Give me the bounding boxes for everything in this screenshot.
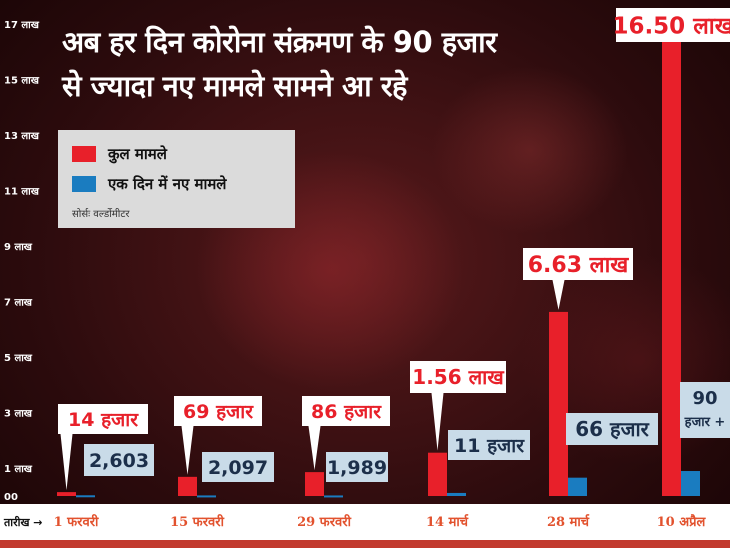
x-tick-label: 28 मार्च — [547, 514, 590, 530]
data-label-new: 90 हजार + — [680, 382, 730, 438]
x-tick-label: 14 मार्च — [426, 514, 469, 530]
bar-total — [662, 37, 681, 496]
data-label-new: 11 हजार — [448, 430, 530, 460]
label-box — [523, 248, 633, 280]
label-pointer — [431, 393, 444, 451]
bar-total — [305, 472, 324, 496]
data-label-new-text: 11 हजार — [454, 435, 525, 457]
data-label-total-text: 1.56 लाख — [412, 365, 505, 389]
y-tick-label: 13 लाख — [4, 131, 40, 142]
y-tick-label: 5 लाख — [4, 353, 33, 364]
legend-item-total: कुल मामले — [72, 142, 167, 166]
label-pointer — [552, 280, 565, 310]
y-tick-label: 11 लाख — [4, 187, 40, 198]
data-label-total-text: 69 हजार — [183, 401, 254, 423]
data-label-total: 86 हजार — [302, 396, 390, 471]
data-label-total: 6.63 लाख — [523, 248, 633, 310]
label-box — [302, 396, 390, 426]
label-pointer — [60, 434, 73, 491]
label-box — [566, 413, 658, 445]
data-label-new: 2,097 — [202, 452, 274, 482]
label-pointer — [308, 426, 321, 471]
y-tick-label: 7 लाख — [4, 298, 33, 309]
data-label-new-text: 2,097 — [208, 457, 268, 479]
data-label-total-text: 14 हजार — [68, 409, 139, 431]
data-label-total: 69 हजार — [174, 396, 262, 475]
label-box — [680, 382, 730, 438]
bar-new — [447, 492, 466, 496]
y-tick-label: 1 लाख — [4, 464, 33, 475]
bar-new — [197, 495, 216, 498]
bar-new — [681, 471, 700, 496]
label-box — [58, 404, 148, 434]
data-label-new-text: 1,989 — [327, 457, 387, 479]
label-line: हजार + — [684, 415, 726, 430]
label-box — [410, 361, 506, 393]
x-axis-prefix: तारीख → — [3, 515, 43, 529]
data-label-new-text: 2,603 — [89, 450, 149, 472]
x-tick-label: 10 अप्रैल — [657, 514, 707, 530]
data-label-new-text: 90 हजार + — [684, 388, 726, 430]
legend-label-new: एक दिन में नए मामले — [108, 175, 227, 193]
x-tick-label: 29 फरवरी — [297, 514, 352, 530]
legend-item-new: एक दिन में नए मामले — [72, 172, 226, 196]
data-label-total: 1.56 लाख — [410, 361, 506, 451]
label-box — [84, 444, 154, 476]
y-tick-label: 9 लाख — [4, 242, 33, 253]
label-box — [174, 396, 262, 426]
bar-new — [568, 477, 587, 496]
bar-total — [549, 311, 568, 496]
bar-new — [76, 495, 95, 498]
bar-new — [324, 495, 343, 498]
x-tick-label: 1 फरवरी — [54, 514, 99, 530]
bottom-rule — [0, 540, 730, 548]
data-label-total-text: 6.63 लाख — [528, 253, 630, 278]
data-label-total-text: 86 हजार — [311, 401, 382, 423]
bar-total — [57, 492, 76, 496]
data-label-new: 1,989 — [326, 452, 388, 482]
legend-label-total: कुल मामले — [108, 145, 167, 163]
x-tick-label: 15 फरवरी — [170, 514, 225, 530]
bar-total — [428, 452, 447, 496]
legend: कुल मामले एक दिन में नए मामले सोर्सः वर्… — [58, 130, 295, 228]
y-tick-label: 15 लाख — [4, 76, 40, 87]
label-box — [202, 452, 274, 482]
data-label-total: 14 हजार — [58, 404, 148, 491]
y-tick-label: 17 लाख — [4, 20, 40, 31]
data-label-new: 2,603 — [84, 444, 154, 476]
y-tick-label: 3 लाख — [4, 409, 33, 420]
label-line: 90 — [692, 388, 717, 409]
chart-title-line-1: अब हर दिन कोरोना संक्रमण के 90 हजार — [62, 25, 497, 59]
bar-total — [178, 476, 197, 496]
data-label-new: 66 हजार — [566, 413, 658, 445]
chart-title-line-2: से ज्यादा नए मामले सामने आ रहे — [62, 69, 407, 103]
y-tick-label: 00 — [4, 492, 18, 503]
legend-swatch-new — [72, 176, 96, 192]
label-box — [448, 430, 530, 460]
data-label-total: 16.50 लाख — [612, 8, 730, 42]
label-box — [326, 452, 388, 482]
label-pointer — [181, 426, 194, 475]
x-axis-strip — [0, 504, 730, 540]
data-label-new-text: 66 हजार — [575, 417, 649, 441]
source-note: सोर्सः वर्ल्डोमीटर — [72, 209, 130, 220]
label-box — [616, 8, 730, 42]
legend-swatch-total — [72, 146, 96, 162]
data-label-total-text: 16.50 लाख — [612, 13, 730, 39]
